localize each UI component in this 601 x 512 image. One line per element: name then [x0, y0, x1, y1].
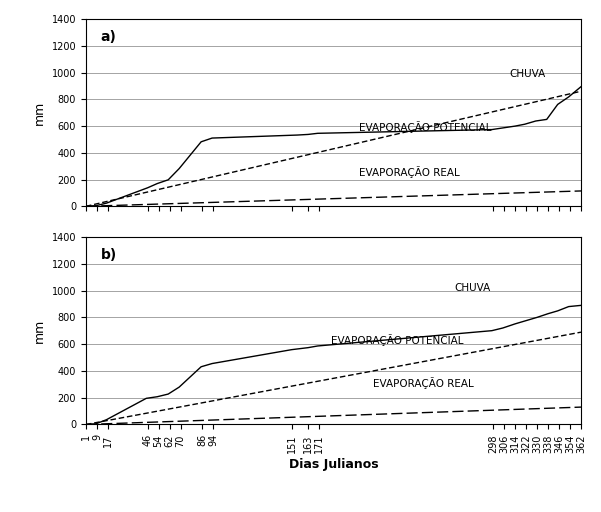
Text: EVAPORAÇÃO REAL: EVAPORAÇÃO REAL: [373, 377, 474, 389]
Y-axis label: mm: mm: [33, 100, 46, 125]
X-axis label: Dias Julianos: Dias Julianos: [288, 458, 378, 472]
Text: b): b): [101, 248, 117, 263]
Text: EVAPORAÇÃO REAL: EVAPORAÇÃO REAL: [359, 166, 460, 178]
Text: EVAPORAÇÃO POTENCIAL: EVAPORAÇÃO POTENCIAL: [359, 121, 492, 134]
Y-axis label: mm: mm: [33, 318, 46, 343]
Text: CHUVA: CHUVA: [455, 283, 491, 293]
Text: CHUVA: CHUVA: [510, 69, 546, 78]
Text: EVAPORAÇÃO POTENCIAL: EVAPORAÇÃO POTENCIAL: [331, 334, 464, 346]
Text: a): a): [101, 30, 117, 44]
